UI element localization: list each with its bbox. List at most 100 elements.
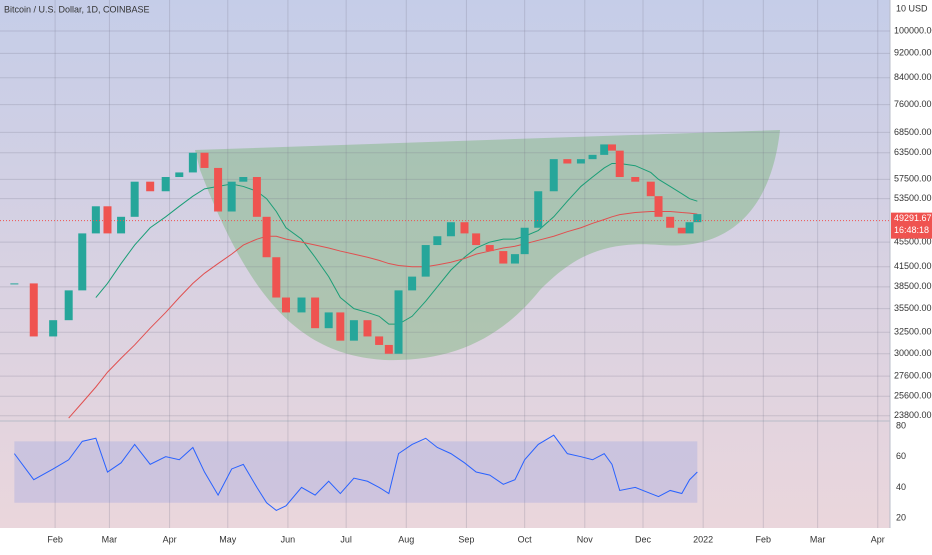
x-tick-label: Oct xyxy=(518,534,533,544)
chart-background xyxy=(0,0,890,528)
y-tick-label: 84000.00 xyxy=(894,72,932,82)
moving-average xyxy=(95,163,698,325)
x-tick-label: Sep xyxy=(458,534,474,544)
candle xyxy=(408,276,417,291)
candle xyxy=(363,320,372,337)
candle xyxy=(446,222,455,237)
candle xyxy=(499,251,508,264)
y-tick-label: 35500.00 xyxy=(894,303,932,313)
candle xyxy=(297,297,306,313)
x-tick-label: Mar xyxy=(102,534,118,544)
candle xyxy=(384,344,393,354)
candle xyxy=(646,181,655,197)
time-scale xyxy=(0,528,890,550)
candle xyxy=(10,283,19,285)
candle xyxy=(239,177,248,182)
x-tick-label: Jun xyxy=(281,534,296,544)
candle xyxy=(472,233,481,246)
candle xyxy=(394,290,403,354)
y-tick-label: 76000.00 xyxy=(894,99,932,109)
rsi-band xyxy=(14,441,698,503)
y-tick-label: 100000.00 xyxy=(894,25,932,35)
candle xyxy=(252,177,261,217)
candle xyxy=(510,254,519,264)
scale-header: 10 USD xyxy=(896,3,928,13)
y-tick-label: 68500.00 xyxy=(894,127,932,137)
candle xyxy=(311,297,320,329)
candle xyxy=(272,257,281,298)
rsi-line xyxy=(13,434,698,512)
candle xyxy=(421,245,430,277)
rsi-tick-label: 40 xyxy=(896,482,906,492)
y-tick-label: 53500.00 xyxy=(894,193,932,203)
candle xyxy=(685,222,694,234)
rsi-tick-label: 80 xyxy=(896,420,906,430)
candle xyxy=(588,154,597,160)
x-tick-label: Feb xyxy=(756,534,772,544)
last-price-tag xyxy=(891,212,932,239)
x-tick-label: Mar xyxy=(810,534,826,544)
x-tick-label: Apr xyxy=(871,534,885,544)
candle xyxy=(281,297,290,313)
candle xyxy=(78,233,87,291)
candle xyxy=(485,245,494,252)
candle xyxy=(161,177,170,192)
y-tick-label: 27600.00 xyxy=(894,370,932,380)
candle xyxy=(460,222,469,234)
y-tick-label: 41500.00 xyxy=(894,261,932,271)
x-tick-label: Jul xyxy=(340,534,352,544)
candle xyxy=(693,214,702,223)
y-tick-label: 30000.00 xyxy=(894,348,932,358)
candle xyxy=(117,216,126,234)
candle xyxy=(130,181,139,217)
candle xyxy=(677,227,686,234)
candle xyxy=(433,236,442,246)
candle xyxy=(336,312,345,341)
candle xyxy=(91,206,100,234)
price-scale xyxy=(890,0,932,550)
candle xyxy=(549,159,558,192)
y-tick-label: 63500.00 xyxy=(894,147,932,157)
moving-average xyxy=(68,210,698,419)
candle xyxy=(563,159,572,164)
x-tick-label: Dec xyxy=(635,534,652,544)
candle xyxy=(175,172,184,178)
candle xyxy=(615,150,624,178)
x-tick-label: Feb xyxy=(47,534,63,544)
candle xyxy=(631,177,640,182)
rsi-tick-label: 20 xyxy=(896,512,906,522)
y-tick-label: 32500.00 xyxy=(894,327,932,337)
y-tick-label: 25600.00 xyxy=(894,391,932,401)
x-tick-label: Aug xyxy=(398,534,414,544)
y-tick-label: 23800.00 xyxy=(894,410,932,420)
candle xyxy=(534,191,543,228)
x-tick-label: May xyxy=(219,534,237,544)
candle xyxy=(607,144,616,151)
x-tick-label: 2022 xyxy=(693,534,713,544)
candle xyxy=(200,152,209,168)
rsi-tick-label: 60 xyxy=(896,451,906,461)
candle xyxy=(666,216,675,228)
candle xyxy=(349,320,358,341)
y-tick-label: 45500.00 xyxy=(894,236,932,246)
candle xyxy=(375,336,384,345)
x-tick-label: Nov xyxy=(577,534,594,544)
y-tick-label: 38500.00 xyxy=(894,281,932,291)
candle xyxy=(520,227,529,255)
candle xyxy=(654,196,663,217)
candle xyxy=(103,206,112,234)
symbol-title: Bitcoin / U.S. Dollar, 1D, COINBASE xyxy=(4,4,150,14)
candle xyxy=(227,181,236,212)
y-tick-label: 57500.00 xyxy=(894,174,932,184)
last-price-label: 49291.67 xyxy=(894,213,932,223)
candle xyxy=(49,320,58,337)
y-tick-label: 92000.00 xyxy=(894,48,932,58)
x-tick-label: Apr xyxy=(163,534,177,544)
candle xyxy=(576,159,585,164)
countdown-label: 16:48:18 xyxy=(894,225,929,235)
candle xyxy=(188,152,197,173)
candle xyxy=(146,181,155,192)
candle xyxy=(262,216,271,258)
candle xyxy=(324,312,333,329)
